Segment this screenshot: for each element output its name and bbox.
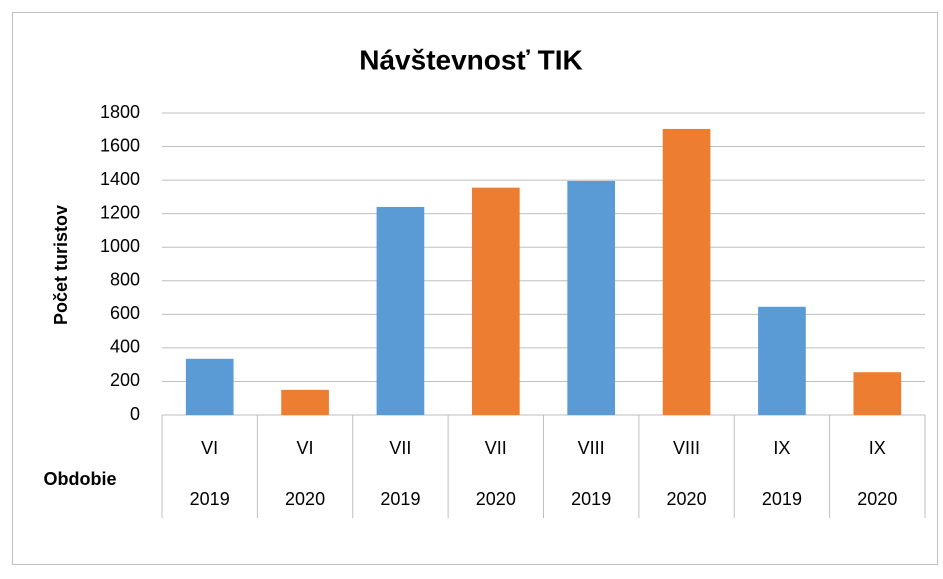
y-tick-label: 1000 bbox=[100, 236, 140, 256]
x-tick-label: VI bbox=[201, 438, 218, 458]
x-subtick-label: 2019 bbox=[190, 489, 230, 509]
x-axis-title: Obdobie bbox=[44, 469, 117, 489]
x-tick-label: VIII bbox=[673, 438, 700, 458]
bar bbox=[853, 372, 902, 415]
bar bbox=[376, 206, 425, 415]
y-tick-label: 600 bbox=[110, 303, 140, 323]
y-tick-label: 1600 bbox=[100, 135, 140, 155]
x-tick-label: VIII bbox=[578, 438, 605, 458]
x-subtick-label: 2019 bbox=[571, 489, 611, 509]
x-tick-label: VI bbox=[297, 438, 314, 458]
x-subtick-label: 2019 bbox=[380, 489, 420, 509]
chart-title: Návštevnosť TIK bbox=[359, 44, 582, 75]
y-tick-label: 1800 bbox=[100, 102, 140, 122]
x-subtick-label: 2020 bbox=[667, 489, 707, 509]
y-tick-label: 200 bbox=[110, 370, 140, 390]
x-subtick-label: 2020 bbox=[857, 489, 897, 509]
y-tick-label: 1200 bbox=[100, 202, 140, 222]
y-tick-label: 0 bbox=[130, 404, 140, 424]
bar bbox=[281, 389, 329, 415]
bar bbox=[758, 306, 806, 415]
bar bbox=[471, 187, 520, 415]
x-tick-label: VII bbox=[485, 438, 507, 458]
y-tick-label: 400 bbox=[110, 337, 140, 357]
y-tick-label: 1400 bbox=[100, 169, 140, 189]
y-axis-title: Počet turistov bbox=[51, 205, 71, 325]
x-tick-label: IX bbox=[773, 438, 790, 458]
x-subtick-label: 2019 bbox=[762, 489, 802, 509]
bar bbox=[185, 358, 234, 415]
x-subtick-label: 2020 bbox=[476, 489, 516, 509]
y-tick-label: 800 bbox=[110, 270, 140, 290]
x-tick-label: VII bbox=[389, 438, 411, 458]
bar bbox=[567, 180, 616, 415]
x-tick-label: IX bbox=[869, 438, 886, 458]
x-subtick-label: 2020 bbox=[285, 489, 325, 509]
bar bbox=[662, 128, 711, 415]
